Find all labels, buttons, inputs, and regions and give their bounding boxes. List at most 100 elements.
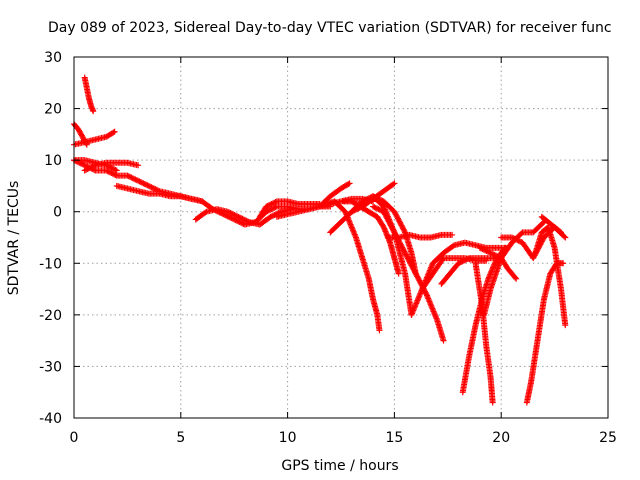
data-point xyxy=(133,177,140,184)
data-point xyxy=(232,212,239,219)
series-arc-11 xyxy=(316,180,353,210)
x-tick-labels: 0 5 10 15 20 25 xyxy=(70,430,617,446)
series-arc-25 xyxy=(481,219,547,318)
data-point xyxy=(395,270,402,277)
y-tick-label: 30 xyxy=(44,50,62,66)
data-point xyxy=(492,252,499,259)
data-point xyxy=(265,202,272,209)
data-point xyxy=(128,174,135,181)
data-point xyxy=(456,259,463,266)
data-point xyxy=(199,198,206,205)
data-point xyxy=(494,253,501,260)
data-point xyxy=(487,249,494,256)
data-point xyxy=(269,205,276,212)
x-tick-label: 10 xyxy=(279,430,297,446)
data-point xyxy=(401,227,408,234)
data-point xyxy=(228,210,235,217)
data-point xyxy=(103,162,110,169)
data-point xyxy=(271,199,278,206)
data-point xyxy=(139,179,146,186)
x-tick-label: 25 xyxy=(599,430,617,446)
y-tick-label: -20 xyxy=(39,308,62,324)
data-point xyxy=(476,244,483,251)
data-point xyxy=(135,177,142,184)
y-axis-label: SDTVAR / TECUs xyxy=(6,181,22,296)
data-point xyxy=(558,229,565,236)
data-point xyxy=(104,162,111,169)
data-point xyxy=(224,208,231,215)
data-point xyxy=(107,169,114,176)
x-tick-label: 15 xyxy=(385,430,403,446)
series-arc-2 xyxy=(81,74,97,115)
data-point xyxy=(488,250,495,257)
data-point xyxy=(145,182,152,189)
series-arc-19 xyxy=(408,239,511,318)
data-point xyxy=(87,164,94,171)
data-point xyxy=(351,207,358,214)
data-point xyxy=(132,176,139,183)
series-arc-24 xyxy=(476,244,520,282)
data-point xyxy=(562,322,569,329)
series-arc-9 xyxy=(256,198,323,220)
series-arc-21 xyxy=(438,255,505,287)
data-point xyxy=(131,175,138,182)
data-point xyxy=(271,204,278,211)
data-point xyxy=(108,170,115,177)
data-point xyxy=(124,172,131,179)
data-point xyxy=(561,233,568,240)
data-point xyxy=(263,203,270,210)
data-point xyxy=(479,246,486,253)
data-point xyxy=(111,166,118,173)
data-point xyxy=(491,251,498,258)
data-point xyxy=(486,249,493,256)
data-point xyxy=(352,206,359,213)
series-arc-8 xyxy=(192,206,295,228)
y-tick-label: 0 xyxy=(53,205,62,221)
data-point xyxy=(480,246,487,253)
data-point xyxy=(482,247,489,254)
data-point xyxy=(514,237,521,244)
data-point xyxy=(379,222,386,229)
data-point xyxy=(81,167,88,174)
data-point xyxy=(272,199,279,206)
data-point xyxy=(463,256,470,263)
data-point xyxy=(137,179,144,186)
series-arc-7 xyxy=(113,182,206,205)
data-point xyxy=(141,180,148,187)
x-tick-label: 5 xyxy=(176,430,185,446)
data-point xyxy=(268,213,275,220)
data-point xyxy=(539,220,546,227)
data-point xyxy=(234,213,241,220)
x-tick-label: 20 xyxy=(492,430,510,446)
data-point xyxy=(348,208,355,215)
data-point xyxy=(374,205,381,212)
data-point xyxy=(111,128,118,135)
data-point xyxy=(354,206,361,213)
y-tick-labels: -40 -30 -20 -10 0 10 20 30 xyxy=(39,50,62,427)
data-point xyxy=(105,163,112,170)
plot-frame xyxy=(73,56,609,419)
data-point xyxy=(345,181,352,188)
data-point xyxy=(239,215,246,222)
data-point xyxy=(464,255,471,262)
data-point xyxy=(376,327,383,334)
data-point xyxy=(478,245,485,252)
data-point xyxy=(136,178,143,185)
data-point xyxy=(455,260,462,267)
chart-title: Day 089 of 2023, Sidereal Day-to-day VTE… xyxy=(48,20,612,36)
data-point xyxy=(235,213,242,220)
y-tick-label: -10 xyxy=(39,256,62,272)
data-point xyxy=(515,237,522,244)
data-point xyxy=(560,260,567,267)
data-point xyxy=(113,167,120,174)
data-point xyxy=(268,200,275,207)
data-point xyxy=(230,211,237,218)
data-point xyxy=(489,399,496,406)
data-point xyxy=(238,215,245,222)
data-point xyxy=(147,183,154,190)
data-point xyxy=(107,164,114,171)
axis-ticks xyxy=(73,56,609,419)
data-point xyxy=(370,203,377,210)
y-tick-label: 20 xyxy=(44,102,62,118)
